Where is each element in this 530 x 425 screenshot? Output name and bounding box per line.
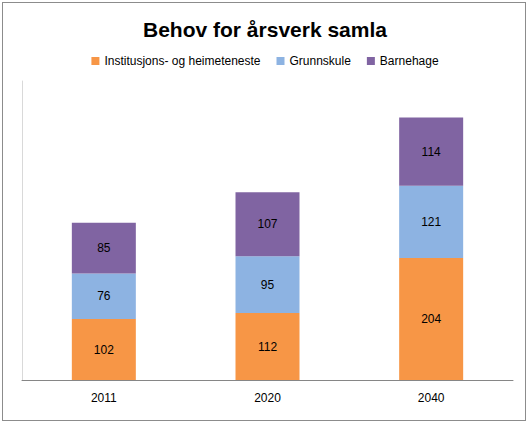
svg-text:315: 315 bbox=[257, 169, 277, 183]
svg-text:Barnehage: Barnehage bbox=[380, 54, 439, 68]
svg-text:112: 112 bbox=[258, 340, 277, 354]
svg-text:204: 204 bbox=[421, 312, 441, 326]
svg-text:114: 114 bbox=[422, 145, 441, 159]
svg-text:107: 107 bbox=[257, 217, 277, 231]
svg-text:Grunnskule: Grunnskule bbox=[290, 54, 352, 68]
svg-text:2020: 2020 bbox=[254, 391, 281, 405]
svg-text:263: 263 bbox=[94, 200, 114, 214]
svg-text:102: 102 bbox=[94, 343, 114, 357]
svg-text:2040: 2040 bbox=[418, 391, 445, 405]
svg-text:76: 76 bbox=[97, 289, 111, 303]
svg-text:Institusjons- og heimeteneste: Institusjons- og heimeteneste bbox=[104, 54, 260, 68]
svg-text:95: 95 bbox=[261, 278, 275, 292]
svg-text:Behov for årsverk samla: Behov for årsverk samla bbox=[143, 18, 387, 41]
svg-text:2011: 2011 bbox=[91, 391, 117, 405]
svg-text:85: 85 bbox=[97, 241, 111, 255]
svg-text:121: 121 bbox=[421, 215, 441, 229]
svg-text:438: 438 bbox=[421, 95, 441, 109]
